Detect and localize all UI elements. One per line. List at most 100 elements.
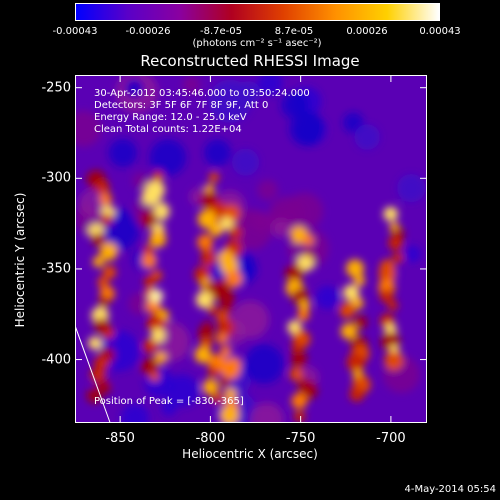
x-tick-label: -850	[105, 431, 135, 446]
heatmap-cell	[128, 292, 151, 316]
bright-source-cell	[225, 270, 243, 288]
bright-source-cell	[149, 230, 167, 248]
info-line: Clean Total counts: 1.22E+04	[94, 124, 242, 135]
bright-source-cell	[200, 251, 217, 267]
bright-source-cell	[291, 393, 308, 409]
bright-source-cell	[102, 265, 117, 279]
bright-source-cell	[141, 253, 157, 269]
heatmap-cell	[281, 91, 309, 119]
bright-source-cell	[142, 244, 154, 256]
heatmap-cell	[244, 344, 284, 384]
heatmap-cell	[404, 245, 422, 263]
bright-source-cell	[143, 275, 156, 287]
bright-source-cell	[101, 213, 113, 225]
solar-limb-line	[75, 325, 111, 423]
bright-source-cell	[296, 255, 314, 272]
y-tick-label: -350	[41, 261, 71, 277]
heatmap-cell	[125, 78, 144, 98]
bright-source-cell	[217, 319, 235, 336]
bright-source-cell	[298, 299, 311, 311]
bright-source-cell	[340, 323, 358, 340]
bright-source-cell	[220, 301, 233, 314]
heatmap-cell	[232, 148, 260, 176]
info-line: Detectors: 3F 5F 6F 7F 8F 9F, Att 0	[94, 100, 269, 111]
bright-source-cell	[152, 170, 164, 182]
bright-source-cell	[197, 326, 215, 343]
bright-source-cell	[220, 217, 234, 231]
bright-source-cell	[194, 346, 212, 364]
heatmap-cell	[75, 110, 102, 147]
bright-source-cell	[388, 235, 403, 251]
heatmap-cell	[250, 402, 284, 423]
bright-source-cell	[102, 326, 115, 339]
y-axis-label: Heliocentric Y (arcsec)	[13, 192, 27, 328]
bright-source-cell	[96, 180, 110, 194]
bright-source-cell	[378, 265, 397, 283]
bright-source-cell	[291, 351, 307, 368]
heatmap-cell	[204, 139, 231, 167]
bright-source-cell	[140, 211, 157, 228]
heatmap-cell	[108, 138, 138, 168]
colorbar-tick: -8.7e-05	[200, 26, 242, 37]
bright-source-cell	[346, 353, 366, 372]
heatmap-cell	[315, 285, 340, 310]
bright-source-cell	[91, 233, 106, 247]
bright-source-cell	[98, 296, 110, 308]
heatmap-cell	[289, 111, 325, 147]
heatmap-cell	[208, 79, 252, 123]
heatmap-cell	[397, 174, 426, 203]
bright-source-cell	[302, 234, 314, 246]
x-axis-label: Heliocentric X (arcsec)	[182, 447, 318, 461]
bright-source-cell	[293, 410, 306, 423]
x-tick-label: -750	[285, 431, 316, 446]
bright-source-cell	[343, 284, 360, 301]
bright-source-cell	[154, 351, 167, 364]
bright-source-cell	[221, 360, 241, 380]
bright-source-cell	[208, 366, 220, 378]
colorbar-unit: (photons cm⁻² s⁻¹ asec⁻²)	[192, 38, 322, 49]
info-line: Energy Range: 12.0 - 25.0 keV	[94, 112, 247, 123]
heatmap-cell	[166, 374, 199, 408]
bright-source-cell	[146, 314, 165, 333]
bright-source-cell	[384, 351, 404, 371]
colorbar-tick: 0.00026	[346, 26, 388, 37]
heatmap-cell	[257, 75, 283, 96]
datestamp: 4-May-2014 05:54	[404, 484, 496, 495]
bright-source-cell	[153, 203, 170, 220]
bright-source-cell	[349, 387, 364, 402]
bright-source-cell	[291, 342, 303, 354]
bright-source-cell	[219, 377, 230, 388]
colorbar	[75, 3, 440, 21]
bright-source-cell	[96, 378, 111, 394]
bright-source-cell	[339, 302, 356, 319]
bright-source-cell	[383, 206, 399, 222]
y-tick-label: -250	[41, 80, 71, 96]
bright-source-cell	[149, 371, 160, 382]
bright-source-cell	[94, 355, 109, 371]
heatmap-cell	[354, 124, 381, 150]
heatmap-cell	[120, 403, 150, 423]
bright-source-cell	[202, 379, 219, 395]
bright-source-cell	[150, 328, 166, 343]
heatmap-cell	[343, 112, 364, 133]
bright-source-cell	[216, 333, 228, 344]
bright-source-cell	[354, 275, 365, 287]
bright-source-cell	[197, 209, 217, 229]
bright-source-cell	[220, 256, 239, 275]
y-tick-label: -300	[41, 170, 71, 186]
chart-title: Reconstructed RHESSI Image	[140, 52, 360, 70]
heatmap-cell	[271, 219, 291, 238]
bright-source-cell	[88, 336, 102, 350]
bright-source-cell	[387, 300, 398, 311]
bright-source-cell	[379, 289, 394, 303]
heatmap-cell	[182, 75, 201, 94]
x-tick-label: -700	[376, 431, 406, 446]
bright-source-cell	[92, 256, 105, 268]
colorbar-tick: 8.7e-05	[274, 26, 314, 37]
bright-source-cell	[211, 392, 224, 405]
bright-source-cell	[229, 226, 243, 240]
bright-source-cell	[208, 172, 220, 183]
colorbar-tick: -0.00043	[52, 26, 98, 37]
bright-source-cell	[297, 309, 310, 321]
bright-source-cell	[220, 405, 240, 423]
